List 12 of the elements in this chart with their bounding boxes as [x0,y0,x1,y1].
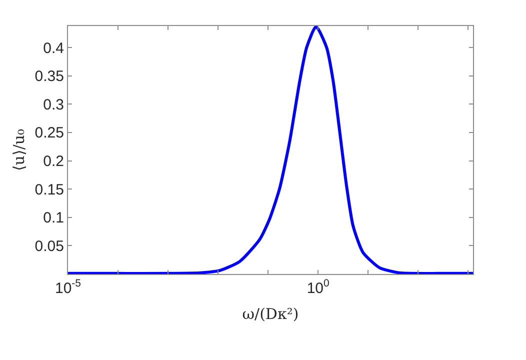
y-axis-title: ⟨u⟩/u₀ [10,128,28,172]
x-axis-title: ω/(Dκ²) [242,305,299,323]
x-tick-label: 10$^{0}$ [306,278,330,297]
y-tick-label: 0.2 [43,153,64,170]
y-tick-label: 0.3 [43,96,64,114]
y-tick-label: 0.4 [43,40,64,57]
y-tick-label: 0.25 [34,124,64,142]
x-tick-label: 10$^{-5}$ [54,278,82,297]
y-tick-label: 0.05 [34,238,64,255]
y-tick-label: 0.15 [34,181,64,198]
y-tick-label: 0.35 [34,68,64,86]
y-tick-label: 0.1 [43,210,64,227]
